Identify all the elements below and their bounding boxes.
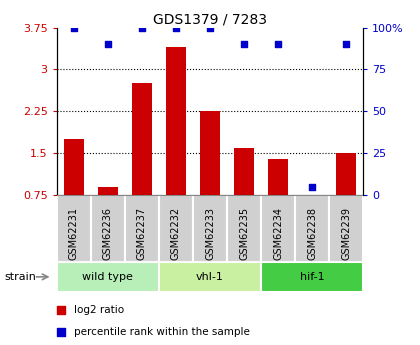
Text: log2 ratio: log2 ratio bbox=[74, 305, 123, 315]
Text: hif-1: hif-1 bbox=[300, 272, 325, 282]
Point bbox=[58, 329, 64, 334]
Text: vhl-1: vhl-1 bbox=[196, 272, 224, 282]
Point bbox=[139, 25, 145, 30]
Point bbox=[105, 42, 111, 47]
Bar bbox=[91, 195, 125, 262]
Bar bbox=[336, 153, 357, 195]
Point bbox=[58, 307, 64, 313]
Text: GSM62236: GSM62236 bbox=[103, 207, 113, 260]
Bar bbox=[227, 195, 261, 262]
Text: GSM62239: GSM62239 bbox=[341, 207, 351, 260]
Bar bbox=[57, 195, 91, 262]
Text: GSM62235: GSM62235 bbox=[239, 207, 249, 260]
Point bbox=[173, 25, 179, 30]
Bar bbox=[97, 187, 118, 195]
Text: GSM62233: GSM62233 bbox=[205, 207, 215, 260]
Text: GSM62238: GSM62238 bbox=[307, 207, 317, 260]
Text: GSM62232: GSM62232 bbox=[171, 207, 181, 260]
Point bbox=[343, 42, 349, 47]
Bar bbox=[159, 262, 261, 292]
Text: GSM62231: GSM62231 bbox=[69, 207, 79, 260]
Text: wild type: wild type bbox=[82, 272, 133, 282]
Point bbox=[71, 25, 77, 30]
Point bbox=[207, 25, 213, 30]
Bar bbox=[125, 195, 159, 262]
Bar bbox=[302, 195, 323, 234]
Bar bbox=[200, 111, 220, 195]
Bar bbox=[261, 262, 363, 292]
Point bbox=[241, 42, 247, 47]
Text: GSM62234: GSM62234 bbox=[273, 207, 283, 260]
Bar bbox=[234, 148, 254, 195]
Bar bbox=[166, 47, 186, 195]
Title: GDS1379 / 7283: GDS1379 / 7283 bbox=[153, 12, 267, 27]
Bar bbox=[329, 195, 363, 262]
Bar bbox=[261, 195, 295, 262]
Bar bbox=[268, 159, 289, 195]
Bar bbox=[159, 195, 193, 262]
Bar bbox=[295, 195, 329, 262]
Point bbox=[275, 42, 281, 47]
Point bbox=[309, 184, 315, 189]
Bar bbox=[131, 83, 152, 195]
Bar bbox=[193, 195, 227, 262]
Bar bbox=[57, 262, 159, 292]
Text: strain: strain bbox=[4, 272, 36, 282]
Text: percentile rank within the sample: percentile rank within the sample bbox=[74, 327, 249, 337]
Text: GSM62237: GSM62237 bbox=[137, 207, 147, 260]
Bar bbox=[63, 139, 84, 195]
